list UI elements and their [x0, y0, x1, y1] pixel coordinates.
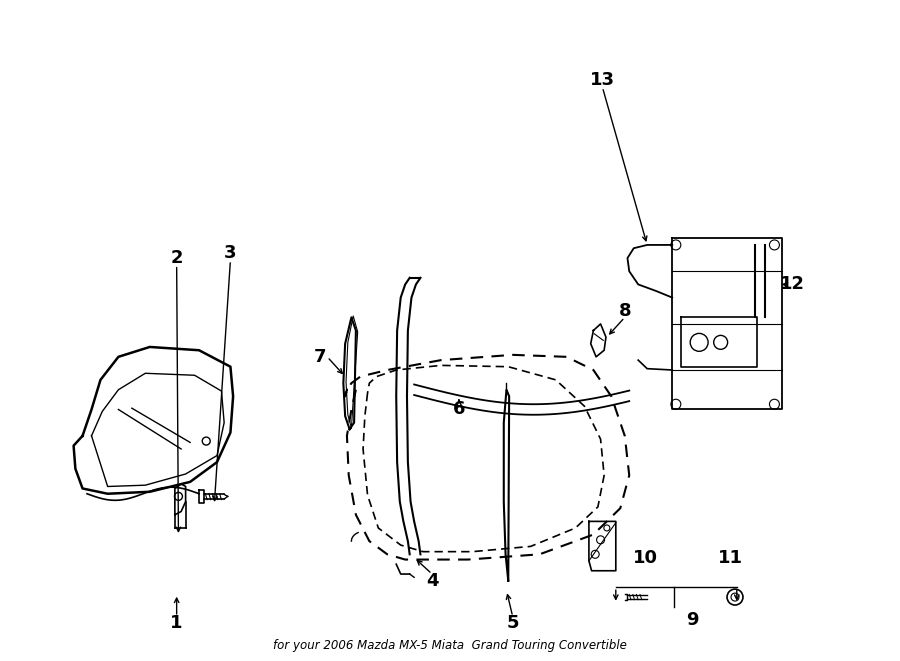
Text: for your 2006 Mazda MX-5 Miata  Grand Touring Convertible: for your 2006 Mazda MX-5 Miata Grand Tou…: [273, 639, 627, 652]
Text: 4: 4: [426, 572, 438, 590]
Text: 11: 11: [718, 549, 743, 566]
Text: 6: 6: [453, 401, 465, 418]
Text: 10: 10: [633, 549, 658, 566]
Text: 5: 5: [507, 615, 519, 633]
Text: 13: 13: [590, 71, 615, 89]
Text: 9: 9: [686, 611, 698, 629]
Text: 12: 12: [780, 276, 805, 293]
Text: 8: 8: [618, 302, 631, 320]
Text: 2: 2: [170, 249, 183, 267]
Text: 7: 7: [314, 348, 327, 366]
Text: 3: 3: [224, 244, 237, 262]
Text: 1: 1: [170, 615, 183, 633]
